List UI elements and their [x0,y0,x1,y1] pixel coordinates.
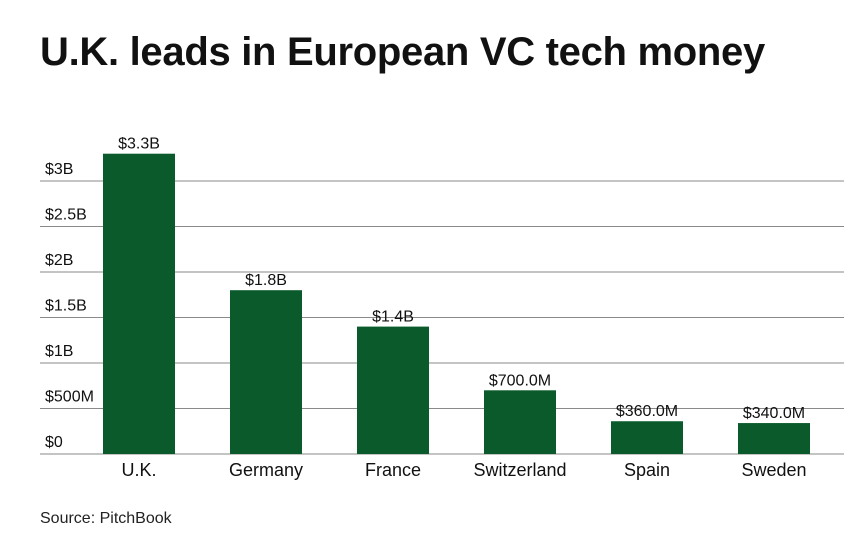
x-tick-label: U.K. [121,460,156,480]
data-label: $1.8B [245,272,287,289]
y-tick-label: $2.5B [45,207,87,224]
y-tick-label: $1B [45,343,73,360]
data-label: $700.0M [489,372,551,389]
data-label: $360.0M [616,403,678,420]
bar-switzerland [484,390,556,454]
x-tick-label: France [365,460,421,480]
bar-sweden [738,423,810,454]
y-tick-label: $0 [45,434,63,451]
bar-uk [103,153,175,454]
chart-title: U.K. leads in European VC tech money [40,30,765,74]
bar-germany [230,290,302,454]
data-label: $3.3B [118,136,160,153]
source-note: Source: PitchBook [40,510,172,527]
x-tick-label: Spain [624,460,670,480]
y-tick-label: $1.5B [45,298,87,315]
labels: $0 $500M $1B $1.5B $2B $2.5B $3B $3.3B U.K. $1.8B… [45,136,807,480]
x-tick-label: Sweden [741,460,806,480]
data-label: $1.4B [372,309,414,326]
x-tick-label: Germany [229,460,303,480]
y-tick-label: $2B [45,252,73,269]
x-tick-label: Switzerland [473,460,566,480]
bars [103,153,810,454]
bar-france [357,326,429,454]
y-tick-label: $500M [45,389,94,406]
data-label: $340.0M [743,405,805,422]
y-tick-label: $3B [45,161,73,178]
bar-spain [611,421,683,454]
